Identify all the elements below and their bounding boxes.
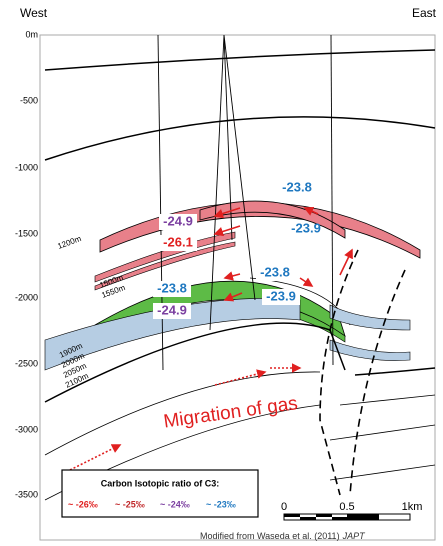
- depth-label: -2500: [15, 358, 38, 368]
- isotope-label: -23.8: [157, 280, 187, 295]
- isotope-label: -26.1: [163, 234, 193, 249]
- legend-item: ~ -25‰: [115, 499, 145, 509]
- west-label: West: [20, 6, 48, 20]
- depth-label: -1000: [15, 162, 38, 172]
- east-label: East: [412, 6, 437, 20]
- scale-bar: 0 0.5 1km: [281, 501, 423, 521]
- depth-axis: 0m -500 -1000 -1500 -2000 -2500 -3000 -3…: [15, 29, 38, 499]
- scale-label: 0: [281, 501, 287, 513]
- legend-item: ~ -26‰: [68, 499, 98, 509]
- legend-title: Carbon Isotopic ratio of C3:: [101, 478, 220, 488]
- credit: Modified from Waseda et al. (2011) JAPT: [200, 531, 366, 541]
- isotope-label: -24.9: [163, 213, 193, 228]
- isotope-label: -23.8: [282, 179, 312, 194]
- depth-label: 0m: [25, 29, 38, 39]
- depth-label: -2000: [15, 292, 38, 302]
- scale-label: 1km: [402, 501, 423, 513]
- depth-label: -500: [20, 95, 38, 105]
- credit-text: Modified from Waseda et al. (2011): [200, 531, 340, 541]
- isotope-label: -24.9: [157, 302, 187, 317]
- depth-label: -1500: [15, 228, 38, 238]
- isotope-labels: -23.8 -24.9 -26.1 -23.9 -23.8 -23.8 -24.…: [153, 179, 321, 319]
- credit-journal: JAPT: [342, 531, 367, 541]
- legend-item: ~ -23‰: [206, 499, 236, 509]
- isotope-label: -23.9: [266, 288, 296, 303]
- depth-label: -3000: [15, 424, 38, 434]
- isotope-label: -23.8: [260, 264, 290, 279]
- depth-label: -3500: [15, 489, 38, 499]
- legend: Carbon Isotopic ratio of C3: ~ -26‰ ~ -2…: [61, 469, 259, 518]
- scale-label: 0.5: [339, 501, 354, 513]
- arrows: [69, 206, 353, 471]
- isotope-label: -23.9: [291, 220, 321, 235]
- legend-item: ~ -24‰: [160, 499, 190, 509]
